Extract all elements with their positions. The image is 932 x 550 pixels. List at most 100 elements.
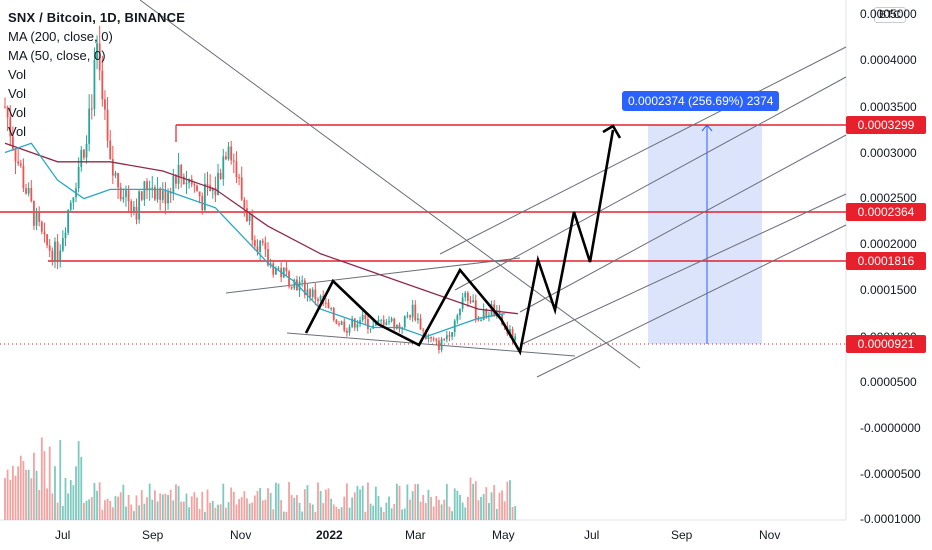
volume-bar bbox=[185, 493, 188, 520]
currency-badge[interactable]: BTC bbox=[874, 7, 906, 23]
volume-bar bbox=[327, 488, 330, 520]
price-tag-0003299[interactable]: 0.0003299 bbox=[846, 116, 926, 134]
candle-body bbox=[274, 268, 277, 275]
candle-body bbox=[175, 175, 177, 184]
indicator-vol-3[interactable]: Vol bbox=[8, 105, 27, 120]
volume-bar bbox=[96, 490, 98, 520]
volume-bar bbox=[111, 507, 114, 520]
candle-body bbox=[393, 318, 396, 329]
volume-bar bbox=[403, 508, 406, 520]
volume-bar bbox=[248, 503, 251, 520]
symbol-title[interactable]: SNX / Bitcoin, 1D, BINANCE bbox=[8, 10, 186, 25]
channel-line-2[interactable] bbox=[454, 76, 847, 291]
volume-bar bbox=[296, 495, 298, 520]
measure-box[interactable] bbox=[648, 125, 762, 344]
candle-body bbox=[85, 143, 88, 158]
indicator-ma200[interactable]: MA (200, close, 0) bbox=[8, 29, 113, 44]
candle-body bbox=[385, 322, 388, 325]
volume-bar bbox=[182, 501, 185, 520]
volume-bar bbox=[175, 484, 177, 520]
volume-bar bbox=[322, 503, 325, 520]
volume-bar bbox=[33, 452, 35, 520]
candle-body bbox=[377, 319, 380, 322]
measure-label[interactable]: 0.0002374 (256.69%) 2374 bbox=[622, 91, 780, 111]
candle-body bbox=[309, 289, 311, 297]
volume-bar bbox=[301, 511, 304, 520]
volume-bar bbox=[293, 497, 296, 520]
volume-bar bbox=[277, 483, 280, 520]
volume-bar bbox=[306, 485, 309, 520]
candle-body bbox=[435, 339, 438, 341]
volume-bar bbox=[395, 483, 398, 520]
candle-body bbox=[482, 309, 485, 321]
x-tick-label: 2022 bbox=[316, 528, 343, 542]
volume-bar bbox=[38, 489, 41, 520]
volume-bar bbox=[77, 441, 80, 520]
volume-bar bbox=[104, 500, 106, 520]
channel-line-1[interactable] bbox=[439, 46, 847, 255]
projection-zigzag[interactable] bbox=[304, 129, 615, 356]
volume-bar bbox=[459, 494, 461, 520]
volume-bar bbox=[64, 477, 67, 520]
volume-bar bbox=[130, 504, 133, 520]
x-tick-label: Sep bbox=[671, 528, 693, 542]
candle-body bbox=[90, 108, 93, 110]
price-tag-0002364[interactable]: 0.0002364 bbox=[846, 203, 926, 221]
candle-body bbox=[272, 263, 275, 275]
volume-bar bbox=[377, 495, 380, 520]
price-tag-0000921[interactable]: 0.0000921 bbox=[846, 335, 926, 353]
volume-bar bbox=[172, 500, 175, 520]
indicator-ma50[interactable]: MA (50, close, 0) bbox=[8, 48, 106, 63]
volume-bar bbox=[480, 496, 482, 520]
x-tick-label: Mar bbox=[405, 528, 426, 542]
indicator-vol-1[interactable]: Vol bbox=[8, 67, 27, 82]
channel-line-3[interactable] bbox=[519, 134, 847, 313]
volume-bar bbox=[490, 492, 493, 520]
volume-bar bbox=[374, 486, 377, 520]
volume-bar bbox=[451, 511, 453, 520]
candle-body bbox=[114, 173, 117, 176]
volume-bar bbox=[67, 493, 70, 520]
price-tag-0001816[interactable]: 0.0001816 bbox=[846, 252, 926, 270]
candle-body bbox=[25, 188, 27, 194]
candle-body bbox=[51, 250, 54, 261]
candle-body bbox=[104, 99, 106, 110]
candle-body bbox=[267, 249, 269, 266]
volume-bar bbox=[59, 440, 62, 520]
volume-bar bbox=[56, 502, 59, 520]
volume-bar bbox=[456, 490, 459, 520]
candle-body bbox=[327, 302, 330, 309]
x-tick-label: Nov bbox=[230, 528, 252, 542]
volume-bar bbox=[438, 499, 440, 520]
indicator-vol-4[interactable]: Vol bbox=[8, 124, 27, 139]
volume-bar bbox=[198, 509, 201, 520]
wedge-lower-line[interactable] bbox=[286, 332, 576, 357]
candle-body bbox=[193, 184, 196, 186]
candle-body bbox=[19, 163, 22, 166]
volume-bar bbox=[417, 484, 419, 520]
y-tick-label: -0.0000500 bbox=[860, 467, 921, 481]
candle-body bbox=[206, 183, 209, 186]
candle-body bbox=[64, 232, 67, 239]
channel-line-4[interactable] bbox=[519, 193, 847, 346]
candle-body bbox=[261, 240, 264, 243]
candle-body bbox=[67, 209, 70, 233]
volume-bar bbox=[61, 505, 64, 520]
candle-body bbox=[93, 59, 96, 109]
indicator-vol-2[interactable]: Vol bbox=[8, 86, 27, 101]
volume-bar bbox=[311, 504, 314, 520]
candle-body bbox=[511, 329, 514, 341]
channel-line-5[interactable] bbox=[536, 224, 847, 378]
candle-body bbox=[406, 315, 409, 317]
candle-body bbox=[451, 332, 453, 337]
candle-body bbox=[282, 267, 285, 278]
candle-body bbox=[54, 241, 56, 261]
candle-body bbox=[367, 319, 369, 329]
wedge-upper-line[interactable] bbox=[225, 257, 521, 294]
y-tick-label: -0.0001000 bbox=[860, 512, 921, 526]
volume-bar bbox=[259, 488, 262, 520]
projection-arrow-head bbox=[602, 124, 622, 139]
candle-body bbox=[464, 292, 467, 298]
volume-bar bbox=[180, 501, 183, 520]
